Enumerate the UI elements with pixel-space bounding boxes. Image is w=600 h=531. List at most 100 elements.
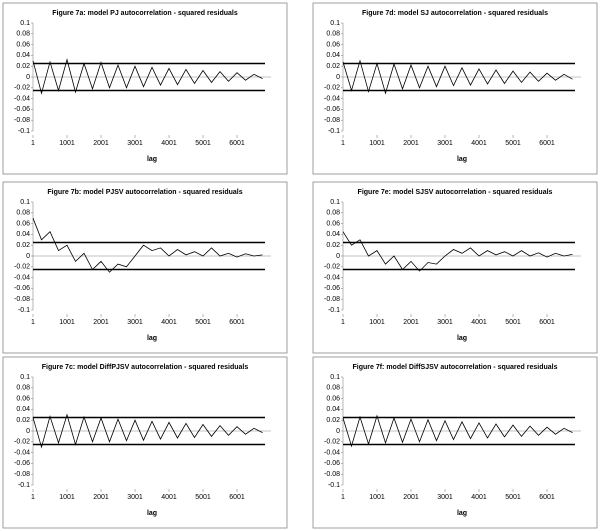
- x-axis-label: lag: [147, 335, 157, 342]
- x-tick-label: 1: [31, 319, 35, 326]
- panel-frame: [2, 2, 288, 175]
- y-tick-label: -0.06: [324, 460, 340, 467]
- y-tick-label: -0.02: [324, 85, 340, 92]
- data-line: [342, 231, 573, 272]
- data-line: [342, 59, 573, 95]
- x-tick-label: 1: [341, 319, 345, 326]
- y-tick-label: -0.06: [14, 460, 30, 467]
- x-axis-label: lag: [457, 510, 467, 517]
- x-tick-label: 5001: [505, 494, 521, 501]
- x-tick-label: 3001: [127, 494, 143, 501]
- y-tick-label: 0: [26, 428, 30, 435]
- y-tick-label: -0.02: [324, 439, 340, 446]
- chart-title: Figure 7a: model PJ autocorrelation - sq…: [52, 10, 238, 17]
- y-tick-label: 0: [26, 74, 30, 81]
- x-tick-label: 1: [31, 494, 35, 501]
- x-tick-label: 5001: [195, 494, 211, 501]
- y-tick-label: -0.06: [324, 106, 340, 113]
- y-tick-label: 0.1: [330, 374, 340, 381]
- y-tick-label: 0.1: [20, 374, 30, 381]
- y-tick-label: 0.02: [16, 417, 30, 424]
- y-tick-label: 0: [336, 253, 340, 260]
- y-tick-label: 0.04: [16, 52, 30, 59]
- x-tick-label: 3001: [437, 140, 453, 147]
- y-tick-label: 0.06: [326, 41, 340, 48]
- x-axis-label: lag: [147, 156, 157, 163]
- x-tick-label: 1: [31, 140, 35, 147]
- y-tick-label: 0.1: [20, 199, 30, 206]
- panel-frame: [312, 181, 598, 354]
- y-tick-label: 0.02: [16, 63, 30, 70]
- chart-title: Figure 7e: model SJSV autocorrelation - …: [358, 189, 553, 196]
- x-tick-label: 6001: [229, 319, 245, 326]
- panel-frame: [2, 181, 288, 354]
- y-tick-label: -0.1: [328, 482, 340, 489]
- y-tick-label: -0.1: [328, 128, 340, 135]
- y-tick-label: -0.08: [14, 471, 30, 478]
- x-tick-label: 3001: [437, 494, 453, 501]
- data-line: [342, 414, 573, 448]
- y-tick-label: -0.1: [328, 307, 340, 314]
- x-tick-label: 1: [341, 140, 345, 147]
- x-tick-label: 5001: [505, 319, 521, 326]
- y-tick-label: -0.08: [324, 296, 340, 303]
- x-tick-label: 5001: [195, 140, 211, 147]
- x-tick-label: 4001: [471, 319, 487, 326]
- y-tick-label: 0.02: [326, 417, 340, 424]
- y-tick-label: 0.04: [16, 231, 30, 238]
- data-line: [32, 58, 263, 95]
- chart-title: Figure 7b: model PJSV autocorrelation - …: [47, 189, 242, 196]
- x-tick-label: 1001: [369, 140, 385, 147]
- x-tick-label: 1001: [369, 494, 385, 501]
- panel-frame: [2, 356, 288, 529]
- y-tick-label: -0.04: [324, 274, 340, 281]
- x-tick-label: 6001: [539, 140, 555, 147]
- chart-title: Figure 7c: model DiffPJSV autocorrelatio…: [42, 364, 249, 371]
- y-tick-label: -0.04: [324, 449, 340, 456]
- x-tick-label: 6001: [229, 494, 245, 501]
- y-tick-label: -0.08: [14, 296, 30, 303]
- y-tick-label: -0.02: [14, 264, 30, 271]
- y-tick-label: -0.08: [324, 117, 340, 124]
- y-tick-label: 0.02: [326, 242, 340, 249]
- y-tick-label: -0.06: [14, 285, 30, 292]
- y-tick-label: 0.1: [330, 20, 340, 27]
- x-tick-label: 2001: [93, 494, 109, 501]
- x-tick-label: 5001: [505, 140, 521, 147]
- y-tick-label: 0.06: [326, 220, 340, 227]
- y-tick-label: -0.04: [14, 449, 30, 456]
- y-tick-label: 0.06: [16, 395, 30, 402]
- x-tick-label: 3001: [127, 319, 143, 326]
- y-tick-label: -0.1: [18, 307, 30, 314]
- y-tick-label: 0.04: [16, 406, 30, 413]
- y-tick-label: 0.08: [326, 210, 340, 217]
- y-tick-label: 0.04: [326, 52, 340, 59]
- x-tick-label: 2001: [403, 494, 419, 501]
- y-tick-label: -0.06: [14, 106, 30, 113]
- x-tick-label: 3001: [437, 319, 453, 326]
- x-tick-label: 6001: [229, 140, 245, 147]
- y-tick-label: 0: [336, 74, 340, 81]
- x-tick-label: 2001: [93, 319, 109, 326]
- y-tick-label: -0.02: [324, 264, 340, 271]
- y-tick-label: -0.02: [14, 439, 30, 446]
- x-axis-label: lag: [147, 510, 157, 517]
- x-tick-label: 2001: [403, 140, 419, 147]
- y-tick-label: 0.1: [330, 199, 340, 206]
- y-tick-label: 0.06: [326, 395, 340, 402]
- y-tick-label: 0.08: [326, 31, 340, 38]
- y-tick-label: 0: [26, 253, 30, 260]
- chart-title: Figure 7f: model DiffSJSV autocorrelatio…: [353, 364, 558, 371]
- y-tick-label: 0: [336, 428, 340, 435]
- x-tick-label: 4001: [161, 319, 177, 326]
- x-tick-label: 2001: [93, 140, 109, 147]
- x-axis-label: lag: [457, 156, 467, 163]
- x-tick-label: 6001: [539, 494, 555, 501]
- data-line: [32, 218, 263, 273]
- y-tick-label: 0.02: [16, 242, 30, 249]
- panel-frame: [312, 356, 598, 529]
- y-tick-label: -0.04: [14, 95, 30, 102]
- y-tick-label: 0.08: [16, 31, 30, 38]
- y-tick-label: -0.1: [18, 482, 30, 489]
